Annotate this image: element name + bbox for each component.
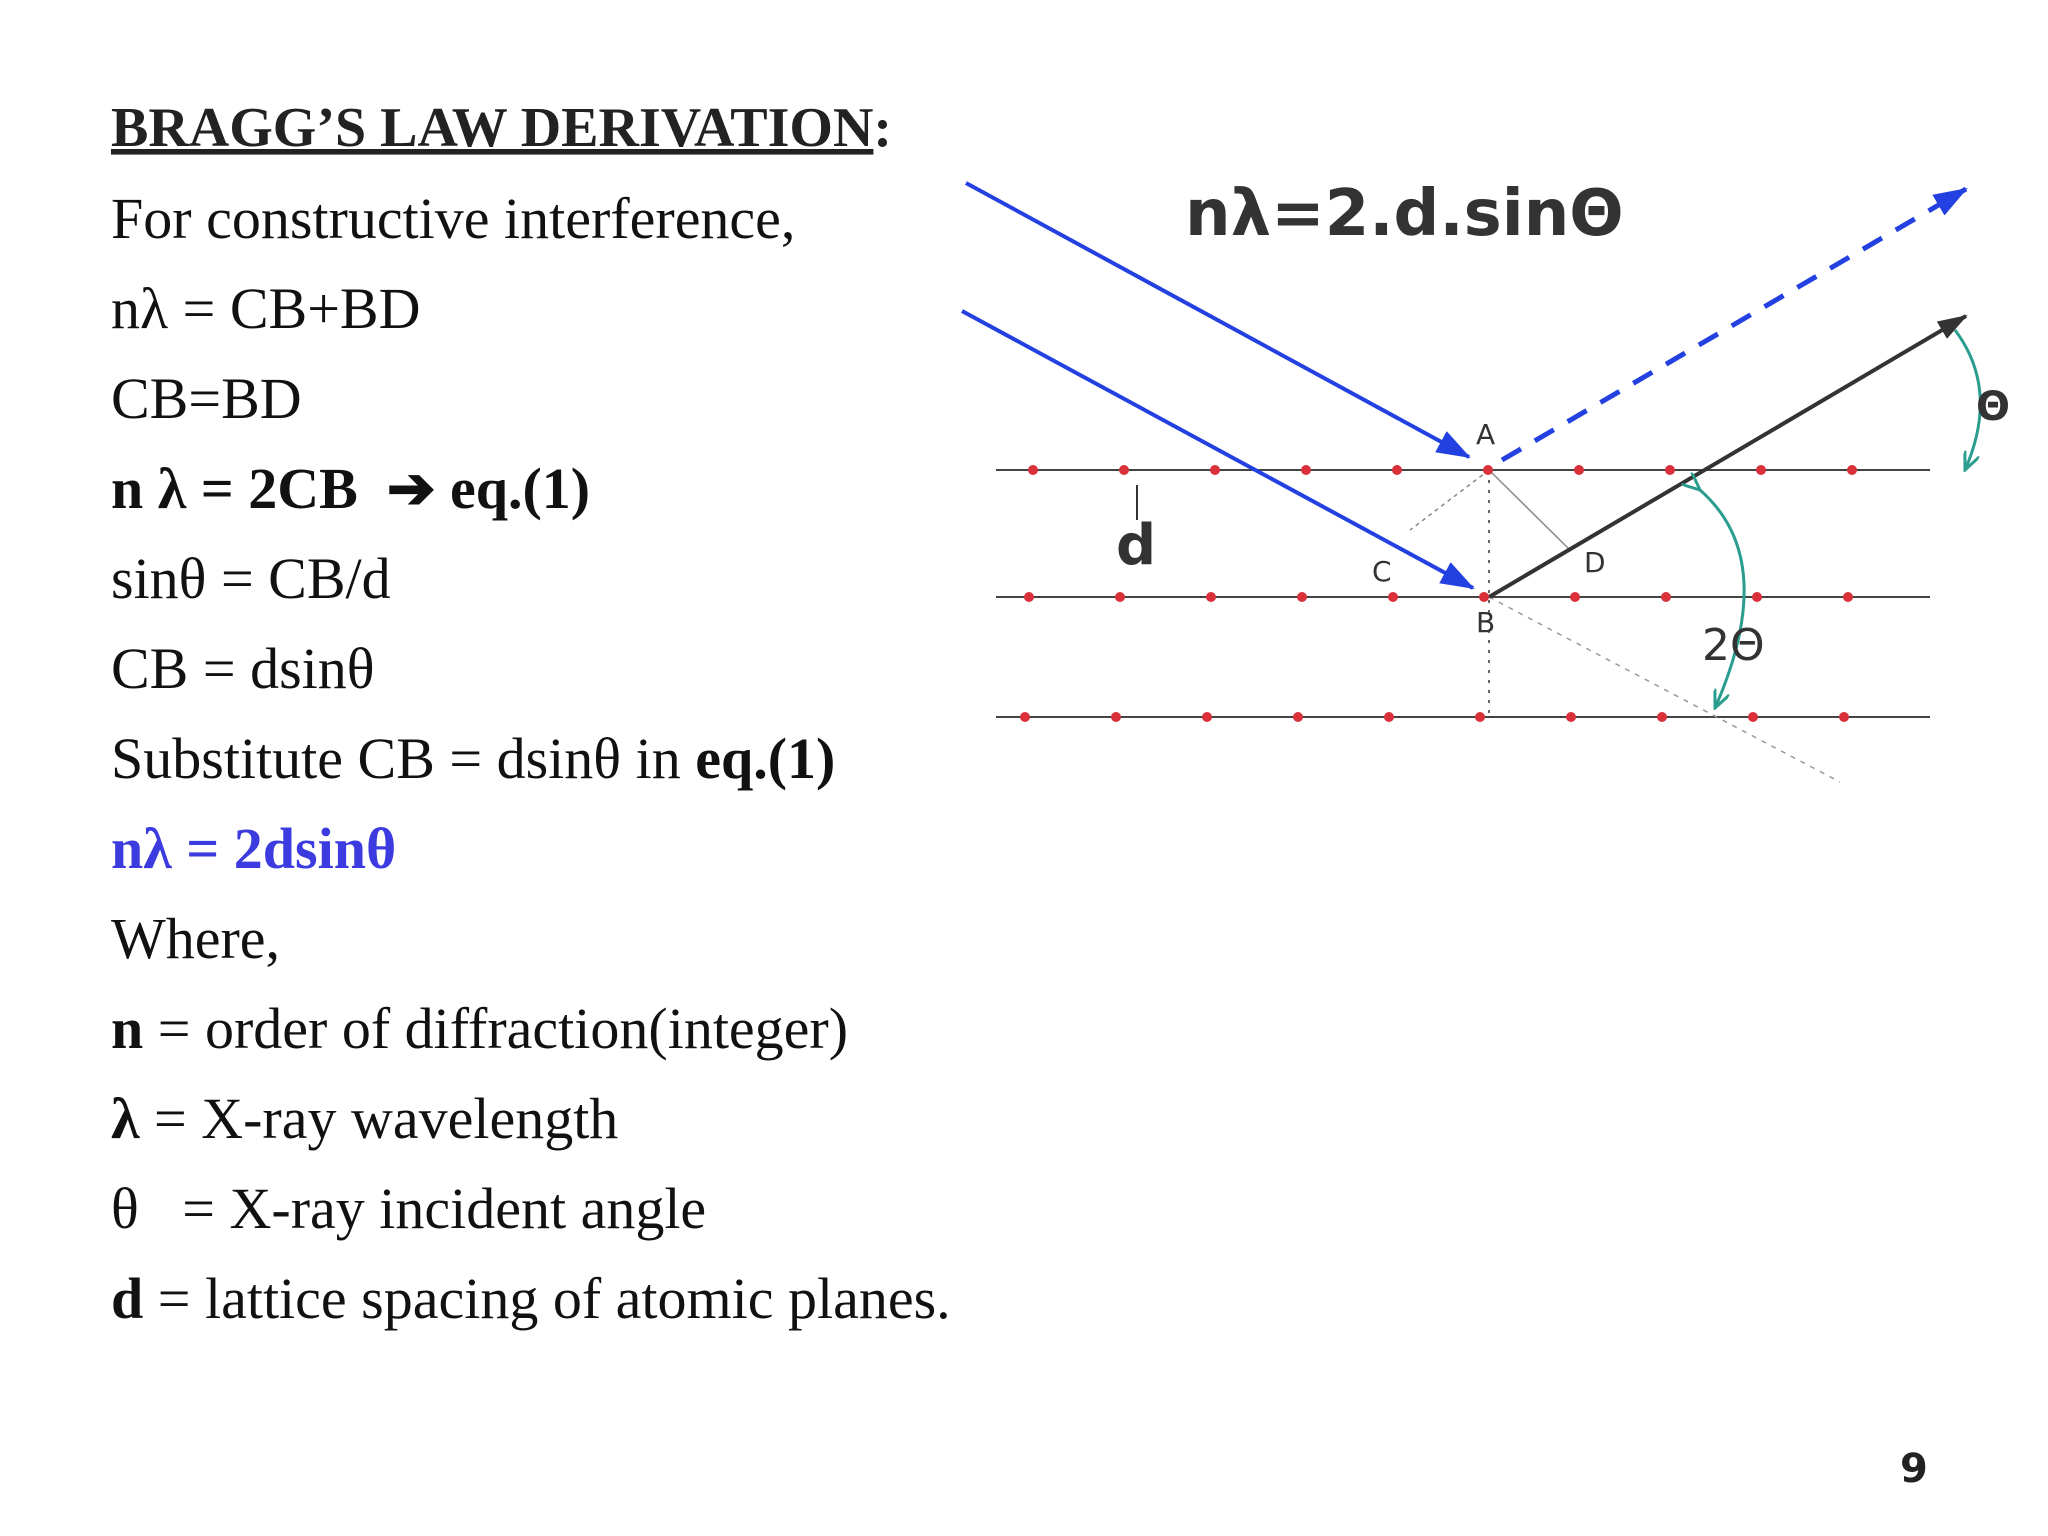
point-label: A: [1476, 418, 1495, 451]
body-line: d = lattice spacing of atomic planes.: [111, 1266, 951, 1331]
construction-line: [1488, 469, 1571, 551]
atoms: [1020, 465, 1857, 722]
atom: [1297, 592, 1307, 602]
incident-ray: [961, 309, 1475, 590]
incident-ray: [965, 181, 1471, 459]
angle-label: Θ: [1976, 384, 2010, 430]
atom: [1756, 465, 1766, 475]
atom: [1847, 465, 1857, 475]
atom: [1657, 712, 1667, 722]
text-segment: CB = dsinθ: [111, 636, 375, 701]
angle-arc: [1953, 329, 1982, 470]
atom: [1115, 592, 1125, 602]
body-line: CB = dsinθ: [111, 636, 375, 701]
atom: [1020, 712, 1030, 722]
text-segment: nλ = CB+BD: [111, 276, 420, 341]
atom: [1483, 465, 1493, 475]
atom: [1839, 712, 1849, 722]
body-line: Substitute CB = dsinθ in eq.(1): [111, 726, 835, 791]
text-segment: = X-ray wavelength: [140, 1086, 619, 1151]
body-line: Where,: [111, 906, 280, 971]
text-segment: θ = X-ray incident angle: [111, 1176, 706, 1241]
spacing-label: d: [1116, 513, 1156, 578]
text-segment: eq.(1): [695, 726, 835, 791]
body-line: For constructive interference,: [111, 186, 795, 251]
atom: [1388, 592, 1398, 602]
atom: [1202, 712, 1212, 722]
body-line: nλ = 2dsinθ: [111, 816, 396, 881]
diagram-formula: nλ=2.d.sinΘ: [1185, 177, 1624, 251]
reflected-ray: [1500, 186, 1968, 463]
text-segment: = lattice spacing of atomic planes.: [143, 1266, 950, 1331]
angle-label: 2Θ: [1702, 620, 1765, 671]
title-segment: BRAGG’S LAW DERIVATION: [111, 97, 873, 159]
text-segment: For constructive interference,: [111, 186, 795, 251]
atom: [1661, 592, 1671, 602]
text-segment: CB=BD: [111, 366, 302, 431]
page-number: 9: [1900, 1446, 1928, 1492]
title: BRAGG’S LAW DERIVATION:: [111, 97, 892, 159]
atom: [1301, 465, 1311, 475]
atom: [1111, 712, 1121, 722]
point-label: C: [1372, 555, 1392, 588]
atom: [1843, 592, 1853, 602]
atom: [1665, 465, 1675, 475]
body-line: n λ = 2CB ➔ eq.(1): [111, 456, 590, 521]
title-segment: :: [873, 97, 892, 159]
bragg-diagram: nλ=2.d.sinΘ A B C Dd 2Θ Θ: [961, 177, 2010, 783]
text-segment: nλ = 2dsinθ: [111, 816, 396, 881]
text-segment: Substitute CB = dsinθ in: [111, 726, 695, 791]
text-segment: sinθ = CB/d: [111, 546, 391, 611]
text-segment: n: [111, 996, 143, 1061]
angle-arc: [1700, 490, 1746, 708]
body-line: nλ = CB+BD: [111, 276, 420, 341]
atom: [1384, 712, 1394, 722]
atom: [1392, 465, 1402, 475]
atom: [1574, 465, 1584, 475]
atom: [1566, 712, 1576, 722]
text-segment: Where,: [111, 906, 280, 971]
body-line: λ = X-ray wavelength: [111, 1086, 618, 1151]
text-segment: λ: [111, 1086, 140, 1151]
body-line: CB=BD: [111, 366, 302, 431]
atom: [1119, 465, 1129, 475]
text-segment: n λ = 2CB ➔ eq.(1): [111, 456, 590, 521]
body-line: n = order of diffraction(integer): [111, 996, 848, 1061]
text-segment: d: [111, 1266, 143, 1331]
point-label: D: [1584, 546, 1606, 579]
atom: [1028, 465, 1038, 475]
atom: [1479, 592, 1489, 602]
atom: [1206, 592, 1216, 602]
atom: [1024, 592, 1034, 602]
body-line: θ = X-ray incident angle: [111, 1176, 706, 1241]
atom: [1748, 712, 1758, 722]
text-segment: = order of diffraction(integer): [143, 996, 848, 1061]
body-line: sinθ = CB/d: [111, 546, 391, 611]
atom: [1210, 465, 1220, 475]
construction-line: [1409, 469, 1490, 531]
point-label: B: [1476, 606, 1495, 639]
reflected-ray: [1487, 314, 1968, 599]
transmitted-line: [1488, 596, 1841, 783]
atom: [1293, 712, 1303, 722]
atom: [1752, 592, 1762, 602]
atom: [1570, 592, 1580, 602]
atom: [1475, 712, 1485, 722]
